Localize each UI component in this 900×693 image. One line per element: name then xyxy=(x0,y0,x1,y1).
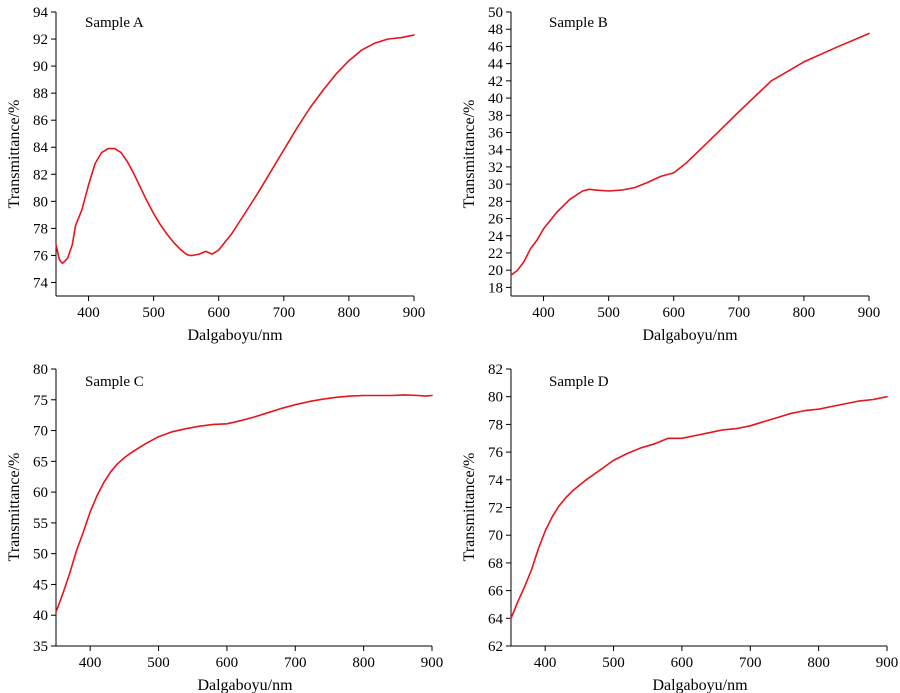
y-tick-label: 20 xyxy=(488,263,503,279)
y-tick-label: 40 xyxy=(33,608,48,624)
y-tick-label: 74 xyxy=(488,473,504,489)
x-tick-label: 900 xyxy=(876,655,899,671)
y-tick-label: 80 xyxy=(33,194,48,210)
y-tick-label: 50 xyxy=(488,5,503,21)
y-tick-label: 26 xyxy=(488,212,504,228)
chart-panel-a: Sample A Transmittance/% Dalgaboyu/nm 74… xyxy=(6,5,425,344)
x-axis-label: Dalgaboyu/nm xyxy=(187,327,283,344)
chart-panel-c: Sample C Transmittance/% Dalgaboyu/nm 35… xyxy=(6,362,443,693)
y-tick-label: 60 xyxy=(33,485,48,501)
y-tick-label: 82 xyxy=(488,362,503,378)
y-tick-label: 65 xyxy=(33,454,48,470)
x-tick-label: 600 xyxy=(207,305,230,321)
x-tick-label: 800 xyxy=(338,305,361,321)
series-line xyxy=(510,395,888,620)
y-axis-label: Transmittance/% xyxy=(461,453,478,562)
y-tick-label: 76 xyxy=(488,445,504,461)
y-tick-label: 86 xyxy=(33,113,49,129)
y-tick-label: 64 xyxy=(488,611,504,627)
x-axis-label: Dalgaboyu/nm xyxy=(642,327,738,344)
y-tick-label: 70 xyxy=(488,528,503,544)
y-tick-label: 78 xyxy=(488,417,503,433)
x-tick-label: 800 xyxy=(352,655,375,671)
series-line xyxy=(55,34,415,265)
y-tick-label: 24 xyxy=(488,229,504,245)
x-tick-label: 900 xyxy=(421,655,444,671)
y-tick-label: 34 xyxy=(488,143,504,159)
y-tick-label: 90 xyxy=(33,59,48,75)
y-tick-label: 48 xyxy=(488,22,503,38)
y-tick-label: 30 xyxy=(488,177,503,193)
x-tick-label: 600 xyxy=(671,655,694,671)
y-tick-label: 84 xyxy=(33,140,49,156)
x-tick-label: 400 xyxy=(77,305,100,321)
x-tick-label: 800 xyxy=(807,655,830,671)
y-tick-label: 46 xyxy=(488,39,504,55)
chart-title: Sample C xyxy=(85,374,144,390)
x-tick-label: 400 xyxy=(79,655,102,671)
x-tick-label: 500 xyxy=(602,655,625,671)
x-tick-label: 900 xyxy=(858,305,881,321)
y-tick-label: 88 xyxy=(33,86,48,102)
y-tick-label: 92 xyxy=(33,32,48,48)
y-tick-label: 75 xyxy=(33,393,48,409)
y-tick-label: 80 xyxy=(488,390,503,406)
y-tick-label: 62 xyxy=(488,639,503,655)
y-tick-label: 35 xyxy=(33,639,48,655)
x-tick-label: 700 xyxy=(728,305,751,321)
y-tick-label: 72 xyxy=(488,501,503,517)
x-tick-label: 600 xyxy=(216,655,239,671)
y-tick-label: 45 xyxy=(33,577,48,593)
y-axis-label: Transmittance/% xyxy=(6,100,23,209)
y-tick-label: 44 xyxy=(488,57,504,73)
x-tick-label: 500 xyxy=(147,655,170,671)
x-tick-label: 400 xyxy=(532,305,555,321)
y-tick-label: 28 xyxy=(488,194,503,210)
x-tick-label: 800 xyxy=(793,305,816,321)
chart-title: Sample D xyxy=(549,374,609,390)
x-axis-label: Dalgaboyu/nm xyxy=(197,677,293,693)
y-tick-label: 42 xyxy=(488,74,503,90)
y-tick-label: 82 xyxy=(33,167,48,183)
y-axis-label: Transmittance/% xyxy=(6,453,23,562)
series-line xyxy=(510,32,870,277)
y-tick-label: 22 xyxy=(488,246,503,262)
x-tick-label: 700 xyxy=(273,305,296,321)
chart-panel-b: Sample B Transmittance/% Dalgaboyu/nm 18… xyxy=(461,5,880,344)
y-axis-label: Transmittance/% xyxy=(461,100,478,209)
x-tick-label: 500 xyxy=(597,305,620,321)
y-tick-label: 38 xyxy=(488,108,503,124)
y-tick-label: 50 xyxy=(33,547,48,563)
x-tick-label: 600 xyxy=(662,305,685,321)
y-tick-label: 55 xyxy=(33,516,48,532)
x-axis-label: Dalgaboyu/nm xyxy=(652,677,748,693)
y-tick-label: 18 xyxy=(488,280,503,296)
x-tick-label: 900 xyxy=(403,305,426,321)
y-tick-label: 94 xyxy=(33,5,49,21)
series-line xyxy=(55,394,433,613)
y-tick-label: 78 xyxy=(33,221,48,237)
y-tick-label: 40 xyxy=(488,91,503,107)
y-tick-label: 76 xyxy=(33,248,49,264)
y-tick-label: 66 xyxy=(488,584,504,600)
y-tick-label: 32 xyxy=(488,160,503,176)
chart-panel-d: Sample D Transmittance/% Dalgaboyu/nm 62… xyxy=(461,362,898,693)
y-tick-label: 74 xyxy=(33,275,49,291)
x-tick-label: 700 xyxy=(284,655,307,671)
x-tick-label: 400 xyxy=(534,655,557,671)
x-tick-label: 700 xyxy=(739,655,762,671)
x-tick-label: 500 xyxy=(142,305,165,321)
y-tick-label: 70 xyxy=(33,424,48,440)
y-tick-label: 36 xyxy=(488,125,504,141)
y-tick-label: 68 xyxy=(488,556,503,572)
y-tick-label: 80 xyxy=(33,362,48,378)
chart-title: Sample A xyxy=(85,15,144,31)
chart-title: Sample B xyxy=(549,15,608,31)
